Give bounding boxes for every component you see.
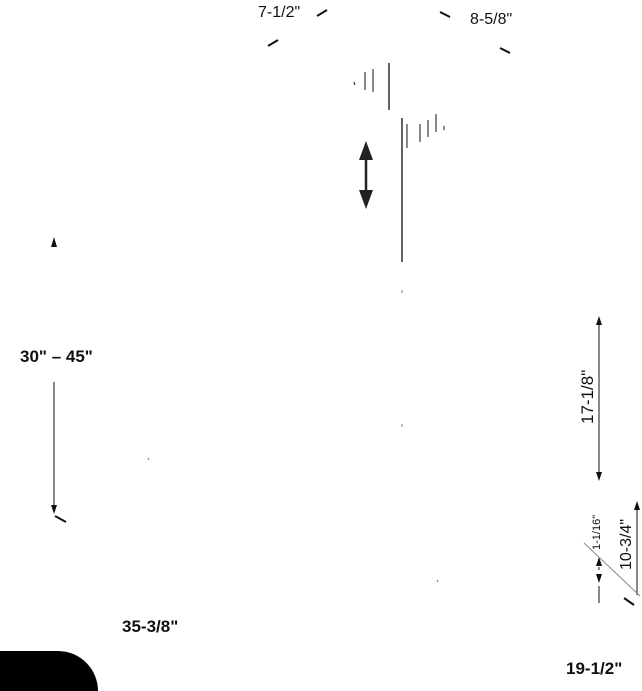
base-diagonal (583, 542, 641, 597)
post-hatch-3 (353, 81, 356, 86)
dim-tick-top-right-2 (499, 47, 511, 54)
up-down-arrow-icon (359, 141, 373, 209)
small-dim-arrow-top (596, 557, 602, 566)
right-upper-dim-arrow-top (596, 316, 602, 325)
faint-mark-3 (147, 457, 150, 461)
dim-tick-top-left-2 (267, 39, 279, 47)
faint-mark-4 (436, 579, 439, 583)
dim-label-top-left: 7-1/2" (258, 4, 301, 21)
dim-label-base-width: 19-1/2" (566, 659, 623, 678)
dim-label-top-right: 8-5/8" (470, 11, 513, 28)
dim-label-height-range: 30" – 45" (20, 347, 93, 366)
right-upper-dim-arrow-bottom (596, 472, 602, 481)
small-dim-arrow-bottom (596, 574, 602, 583)
dim-label-overall-width: 35-3/8" (122, 617, 179, 636)
left-dim-tick (54, 515, 67, 523)
dim-label-lower-height: 10-3/4" (618, 518, 635, 570)
left-dim-arrowhead-bottom (51, 505, 57, 514)
dim-label-small-height: 1-1/16" (591, 514, 603, 550)
dim-tick-top-left-1 (316, 9, 328, 17)
lower-dim-arrow-top (634, 501, 640, 510)
dim-label-upper-height: 17-1/8" (578, 369, 597, 424)
left-dim-arrowhead-top (51, 237, 57, 247)
dim-tick-top-right-1 (439, 11, 451, 18)
base-tick (623, 597, 635, 606)
